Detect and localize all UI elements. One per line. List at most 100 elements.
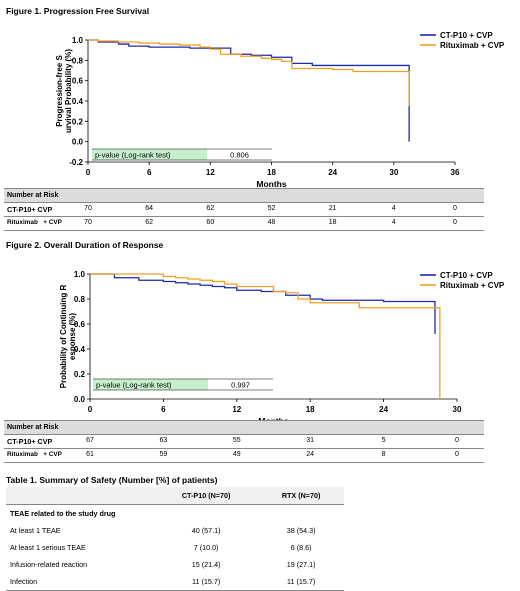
safety-row: Infection 11 (15.7) 11 (15.7) bbox=[6, 573, 344, 591]
risk-row: Rituximab + CVP 70 62 60 48 18 4 0 bbox=[4, 216, 484, 231]
safety-value: 38 (54.3) bbox=[286, 526, 316, 535]
safety-value: 15 (21.4) bbox=[191, 560, 221, 569]
risk-count: 31 bbox=[306, 437, 315, 444]
x-tick-label: 24 bbox=[328, 168, 337, 177]
y-tick-label: 0.0 bbox=[72, 138, 84, 147]
risk-count: 5 bbox=[381, 437, 386, 444]
risk-count: 64 bbox=[145, 205, 154, 212]
risk-header-row: Number at Risk bbox=[4, 420, 484, 435]
y-axis-label-line: Progression-free S bbox=[55, 55, 64, 127]
risk-count: 0 bbox=[453, 205, 457, 212]
figure-2-chart: 1.00.80.60.40.20.00612182430MonthsProbab… bbox=[59, 270, 505, 426]
risk-count: 21 bbox=[328, 205, 337, 212]
y-axis-label-line: Probability of Continuing R bbox=[59, 285, 68, 389]
x-tick-label: 12 bbox=[232, 405, 241, 414]
table-1-title: Table 1. Summary of Safety (Number [%] o… bbox=[6, 475, 218, 485]
risk-count: 0 bbox=[453, 219, 457, 226]
safety-row: Infusion-related reaction 15 (21.4) 19 (27… bbox=[6, 556, 344, 573]
risk-count: 63 bbox=[159, 437, 168, 444]
x-tick-label: 18 bbox=[267, 168, 276, 177]
series-line-rituximab bbox=[88, 39, 410, 107]
x-tick-label: 6 bbox=[161, 405, 166, 414]
safety-value bbox=[258, 505, 344, 523]
safety-col-header: CT-P10 (N=70) bbox=[154, 487, 259, 505]
x-tick-label: 18 bbox=[306, 405, 315, 414]
x-tick-label: 36 bbox=[451, 168, 460, 177]
safety-value: 7 (10.0) bbox=[193, 543, 219, 552]
safety-row: TEAE related to the study drug bbox=[6, 505, 344, 523]
y-tick-label: 0.0 bbox=[74, 395, 86, 404]
safety-value: 40 (57.1) bbox=[191, 526, 221, 535]
risk-header-row: Number at Risk bbox=[4, 188, 484, 203]
risk-header: Number at Risk bbox=[4, 188, 484, 203]
safety-row: At least 1 TEAE 40 (57.1) 38 (54.3) bbox=[6, 522, 344, 539]
risk-count: 61 bbox=[86, 451, 94, 458]
risk-count: 24 bbox=[306, 451, 315, 458]
series-line-ct-p10 bbox=[90, 273, 436, 334]
risk-row-label: CT-P10+ CVP bbox=[7, 205, 53, 214]
y-tick-label: 0.4 bbox=[74, 345, 86, 354]
risk-count: 4 bbox=[391, 219, 396, 226]
risk-count: 55 bbox=[232, 437, 241, 444]
risk-row-label: Rituximab + CVP bbox=[7, 219, 62, 226]
pvalue-value: 0.806 bbox=[230, 151, 249, 160]
pvalue-label: p-value (Log-rank test) bbox=[95, 151, 171, 160]
risk-count: 70 bbox=[84, 219, 92, 226]
risk-count: 59 bbox=[159, 451, 168, 458]
risk-row: CT-P10+ CVP 70 64 62 52 21 4 0 bbox=[4, 202, 484, 217]
safety-row-label: At least 1 TEAE bbox=[10, 526, 61, 535]
y-tick-label: 0.6 bbox=[74, 320, 86, 329]
risk-count: 4 bbox=[391, 205, 396, 212]
safety-row-label: Infection bbox=[10, 577, 38, 586]
legend-entry: CT-P10 + CVP bbox=[440, 31, 493, 40]
risk-row: Rituximab + CVP 61 59 49 24 8 0 bbox=[4, 448, 484, 463]
pvalue-label: p-value (Log-rank test) bbox=[96, 381, 172, 390]
risk-count: 60 bbox=[206, 219, 215, 226]
risk-row: CT-P10+ CVP 67 63 55 31 5 0 bbox=[4, 434, 484, 449]
safety-value: 19 (27.1) bbox=[286, 560, 316, 569]
pvalue-value: 0.997 bbox=[231, 381, 250, 390]
safety-row: At least 1 serious TEAE 7 (10.0) 6 (8.6) bbox=[6, 539, 344, 556]
y-tick-label: 1.0 bbox=[74, 270, 86, 279]
series-line-rituximab bbox=[90, 273, 441, 399]
y-tick-label: 0.2 bbox=[72, 117, 84, 126]
safety-value: 6 (8.6) bbox=[290, 543, 312, 552]
risk-count: 48 bbox=[267, 219, 276, 226]
risk-count: 70 bbox=[84, 205, 92, 212]
risk-row-label: Rituximab + CVP bbox=[7, 451, 62, 458]
risk-count: 49 bbox=[232, 451, 241, 458]
y-axis-label-line: urvival Probability (%) bbox=[64, 49, 73, 133]
risk-count: 18 bbox=[328, 219, 337, 226]
x-tick-label: 12 bbox=[206, 168, 215, 177]
y-tick-label: 0.8 bbox=[74, 295, 86, 304]
legend-entry: Rituximab + CVP bbox=[440, 41, 505, 50]
x-tick-label: 0 bbox=[88, 405, 93, 414]
safety-table: CT-P10 (N=70) RTX (N=70) TEAE related to… bbox=[6, 487, 344, 591]
figure-2-title: Figure 2. Overall Duration of Response bbox=[6, 240, 164, 250]
y-axis-label-line: esponse (%) bbox=[68, 313, 77, 360]
series-line-ct-p10 bbox=[88, 39, 410, 142]
legend-entry: CT-P10 + CVP bbox=[440, 271, 493, 280]
pvalue-label-box bbox=[92, 149, 207, 160]
figure-1-risk-table: Number at Risk CT-P10+ CVP 70 64 62 52 21 4 0 Ri… bbox=[4, 188, 484, 231]
safety-row-label: Infusion-related reaction bbox=[10, 560, 88, 569]
x-tick-label: 0 bbox=[86, 168, 91, 177]
safety-row-label: TEAE related to the study drug bbox=[10, 509, 116, 518]
y-tick-label: 0.8 bbox=[72, 56, 84, 65]
safety-col-header: RTX (N=70) bbox=[258, 487, 344, 505]
risk-count: 52 bbox=[267, 205, 276, 212]
risk-count: 67 bbox=[86, 437, 94, 444]
safety-col-header bbox=[6, 487, 154, 505]
safety-value bbox=[154, 505, 258, 523]
risk-count: 0 bbox=[455, 451, 459, 458]
risk-count: 62 bbox=[145, 219, 154, 226]
y-tick-label: 0.6 bbox=[72, 77, 84, 86]
x-axis-label: Months bbox=[256, 179, 286, 188]
risk-count: 62 bbox=[206, 205, 215, 212]
risk-count: 8 bbox=[381, 451, 386, 458]
safety-value: 11 (15.7) bbox=[191, 577, 221, 586]
x-tick-label: 30 bbox=[453, 405, 462, 414]
figure-1-chart: 1.0 0.8 0.6 0.4 0.2 0.0 -0.20 6 12 18 24 30 36 Months… bbox=[55, 31, 505, 188]
